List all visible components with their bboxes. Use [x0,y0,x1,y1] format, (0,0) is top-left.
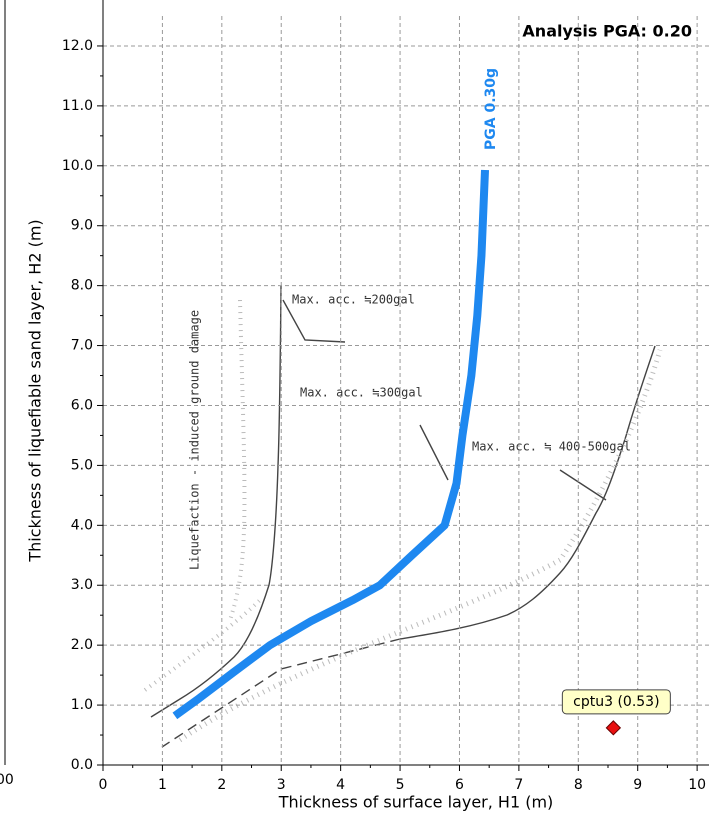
leader [282,299,346,343]
y-tick-label: 6.0 [71,397,93,413]
series-label: PGA 0.30g [483,68,499,150]
y-tick-label: 7.0 [71,338,93,354]
y-tick-label: 0.0 [71,757,93,773]
x-tick-label: 8 [574,777,583,793]
y-tick-label: 5.0 [71,457,93,473]
x-axis-label: Thickness of surface layer, H1 (m) [278,793,554,812]
figure-note: Max. acc. ≒200gal [292,293,415,307]
y-tick-label: 3.0 [71,577,93,593]
y-tick-label: 4.0 [71,517,93,533]
label-box [561,689,671,715]
figure-note: Max. acc. ≒ 400-500gal [472,440,631,454]
label-text: cptu3 (0.53) [573,694,659,710]
y-tick-label: 11.0 [62,98,93,114]
x-tick-label: 1 [158,777,167,793]
curve-400gal-dashed [161,638,401,748]
y-tick-label: 10.0 [62,158,93,174]
figure-note: Liquefaction - induced ground damage [188,310,202,570]
x-tick-label: 0 [99,777,108,793]
point-label: cptu3 (0.53) [561,689,671,715]
x-tick-label: 9 [633,777,642,793]
y-tick-label: 9.0 [71,218,93,234]
curve-400gal [399,345,656,640]
figure-note: Max. acc. ≒300gal [300,386,423,400]
fragment-label: 00 [0,772,14,788]
x-tick-label: 5 [396,777,405,793]
y-tick-label: 8.0 [71,278,93,294]
annotation: Analysis PGA: 0.20 [522,22,692,41]
curve-200gal [150,285,282,718]
y-tick-label: 12.0 [62,38,93,54]
series-line [172,169,490,720]
point [605,720,622,736]
x-tick-label: 3 [277,777,286,793]
background-figure [143,285,663,748]
x-tick-label: 4 [336,777,345,793]
leader [419,424,449,481]
leader [559,469,607,501]
x-tick-label: 7 [514,777,523,793]
stipple [178,349,663,743]
x-tick-label: 10 [688,777,706,793]
y-axis-label: Thickness of liquefiable sand layer, H2 … [26,219,45,562]
y-tick-label: 2.0 [71,637,93,653]
x-tick-label: 6 [455,777,464,793]
x-tick-label: 2 [217,777,226,793]
y-tick-label: 1.0 [71,697,93,713]
